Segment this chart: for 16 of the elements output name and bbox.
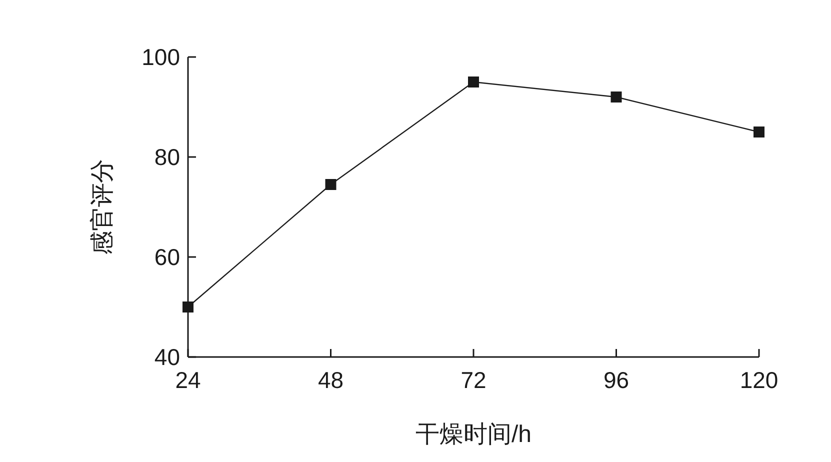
x-tick-label: 120 bbox=[740, 367, 778, 393]
point bbox=[754, 126, 764, 138]
x-tick-label: 72 bbox=[460, 367, 486, 393]
y-tick-label: 100 bbox=[142, 44, 180, 70]
y-tick-label: 60 bbox=[154, 244, 180, 270]
y-tick-label: 80 bbox=[154, 144, 180, 170]
x-tick-label: 96 bbox=[603, 367, 630, 393]
x-tick-label: 24 bbox=[175, 367, 201, 393]
point bbox=[610, 92, 622, 102]
x-axis-title: 干燥时间/h bbox=[415, 421, 532, 448]
point bbox=[325, 179, 336, 190]
point bbox=[182, 302, 194, 312]
x-tick-label: 48 bbox=[318, 367, 344, 393]
point bbox=[468, 76, 479, 88]
y-axis-title: 感官评分 bbox=[89, 159, 116, 255]
y-tick-label: 40 bbox=[154, 344, 180, 370]
